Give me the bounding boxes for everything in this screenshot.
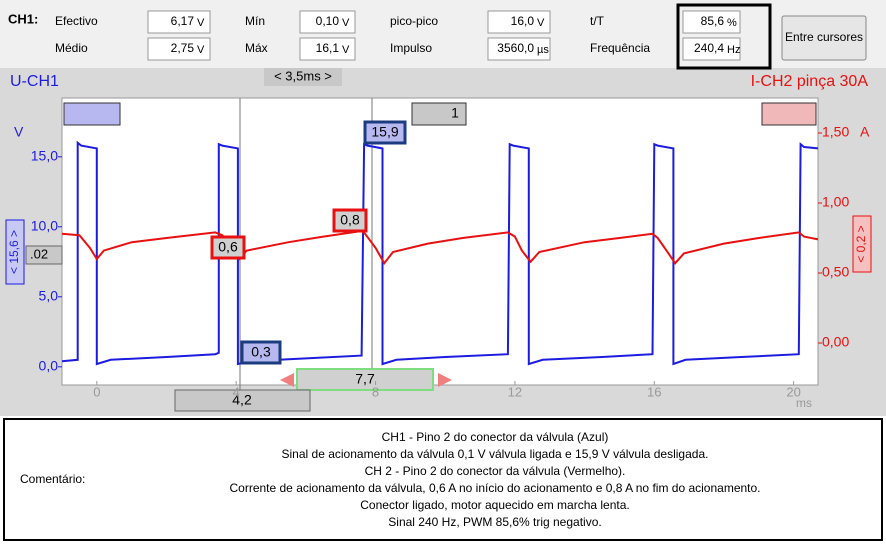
measurement-value: 16,0	[511, 14, 535, 28]
trigger-channel: 1	[451, 105, 459, 121]
x-tick-label: 20	[786, 384, 800, 399]
measurement-label: Mín	[245, 14, 265, 28]
cursor-readout-box[interactable]	[240, 340, 282, 365]
offset-label: .02	[30, 246, 48, 261]
button-label[interactable]: Entre cursores	[785, 30, 863, 44]
trigger-level-box-ch2[interactable]	[852, 215, 872, 273]
y-tick-label: 5,0	[39, 288, 59, 304]
x-tick-label: 12	[508, 384, 522, 399]
series-line	[61, 229, 819, 265]
measurement-field	[682, 10, 741, 34]
measurement-value: 2,75	[171, 41, 195, 55]
cursor-readout-box[interactable]	[332, 208, 368, 233]
measurement-unit: Hz	[727, 44, 740, 56]
comment-line: Sinal 240 Hz, PWM 85,6% trig negativo.	[388, 515, 601, 529]
measurement-label: Frequência	[590, 41, 650, 55]
y-tick-label: 10,0	[31, 218, 58, 234]
y2-tick-label: 1,00	[822, 194, 849, 210]
trigger-level-box[interactable]	[5, 219, 25, 285]
ch1-icon[interactable]	[63, 102, 121, 126]
comment-line: CH 2 - Pino 2 do conector da válvula (Ve…	[365, 464, 626, 478]
measurement-field	[487, 10, 551, 34]
y2-tick-label: 1,50	[822, 124, 849, 140]
cursor-readout-box[interactable]	[363, 120, 407, 145]
ch1-title: U-CH1	[10, 73, 59, 90]
measurement-value: 16,1	[316, 41, 340, 55]
series-line	[61, 140, 819, 366]
comment-line: Conector ligado, motor aquecido em march…	[360, 498, 629, 512]
cursor-position: 4,2	[232, 392, 252, 408]
measurement-value: 3560,0	[497, 41, 534, 55]
ch2-title: I-CH2 pinça 30A	[751, 73, 869, 90]
measurement-unit: V	[342, 44, 350, 56]
channel-label: CH1:	[8, 11, 38, 26]
header-panel	[0, 0, 886, 68]
trigger-level-ch2: < 0,2 >	[854, 225, 868, 262]
button[interactable]	[781, 15, 867, 61]
measurement-unit: V	[197, 17, 205, 29]
measurement-value: 6,17	[171, 14, 195, 28]
offset-box	[25, 245, 63, 265]
trigger-icon[interactable]	[411, 102, 467, 126]
x-unit: ms	[796, 396, 812, 410]
measurement-unit: V	[197, 44, 205, 56]
y2-unit: A	[860, 124, 870, 140]
cursor-delta: 7,7	[355, 371, 375, 387]
timebase[interactable]: < 3,5ms >	[274, 68, 332, 83]
cursor-readout-box[interactable]	[210, 235, 246, 260]
comment-line: Corrente de acionamento da válvula, 0,6 …	[229, 481, 760, 495]
measurement-label: Médio	[55, 41, 88, 55]
measurement-field	[682, 37, 741, 61]
measurement-field	[299, 37, 356, 61]
y-tick-label: 15,0	[31, 148, 58, 164]
measurement-label: Efectivo	[55, 14, 98, 28]
measurement-label: t/T	[590, 14, 605, 28]
measurement-value: 0,10	[316, 14, 340, 28]
x-tick-label: 4	[233, 384, 240, 399]
measurement-value: 85,6	[701, 14, 725, 28]
y-unit: V	[14, 124, 24, 140]
cursor-readout: 0,6	[218, 239, 238, 255]
y-tick-label: 0,0	[39, 358, 59, 374]
x-tick-label: 8	[372, 384, 379, 399]
cursor-readout: 0,8	[340, 212, 360, 228]
cursor-delta-box[interactable]	[296, 368, 434, 391]
measurement-unit: V	[342, 17, 350, 29]
measurement-field	[299, 10, 356, 34]
x-tick-label: 0	[93, 384, 100, 399]
ch2-icon[interactable]	[761, 102, 817, 126]
measurement-field	[147, 37, 211, 61]
measurement-label: Máx	[245, 41, 268, 55]
measurement-label: Impulso	[390, 41, 432, 55]
measurement-value: 240,4	[694, 41, 724, 55]
comment-line: CH1 - Pino 2 do conector da válvula (Azu…	[382, 430, 609, 444]
cursor-position-box[interactable]	[174, 389, 311, 412]
cursor-readout: 0,3	[251, 344, 271, 360]
highlight-box	[676, 3, 772, 70]
cursor-readout: 15,9	[371, 124, 398, 140]
trigger-level-ch1: < 15,6 >	[7, 230, 21, 274]
measurement-field	[487, 37, 551, 61]
x-tick-label: 16	[647, 384, 661, 399]
comment-box	[3, 418, 883, 541]
comment-label: Comentário:	[20, 472, 85, 486]
y2-tick-label: 0,00	[822, 334, 849, 350]
measurement-field	[147, 10, 211, 34]
measurement-unit: V	[537, 17, 545, 29]
measurement-unit: µs	[537, 44, 549, 56]
comment-line: Sinal de acionamento da válvula 0,1 V vá…	[282, 447, 709, 461]
measurement-label: pico-pico	[390, 14, 438, 28]
measurement-unit: %	[727, 17, 737, 29]
timebase-box[interactable]	[264, 68, 342, 86]
y2-tick-label: 0,50	[822, 264, 849, 280]
